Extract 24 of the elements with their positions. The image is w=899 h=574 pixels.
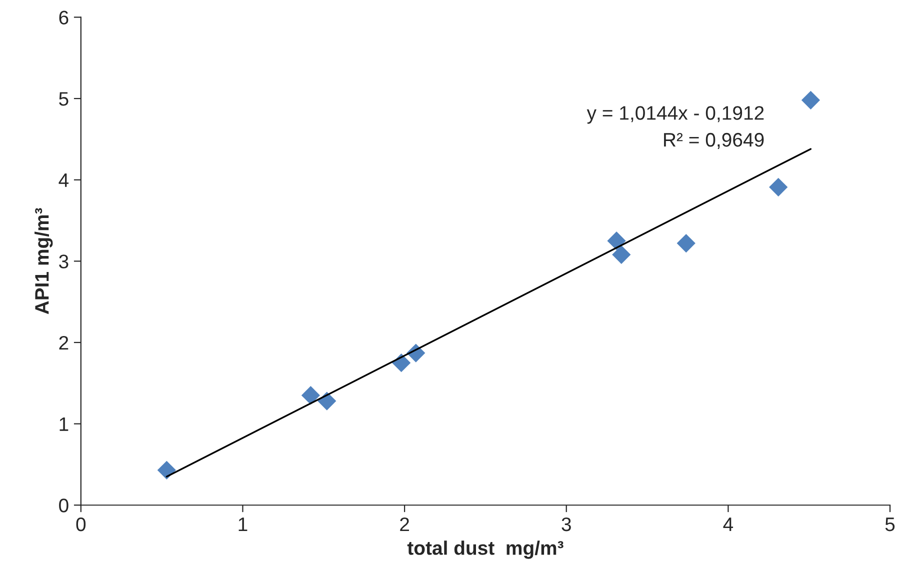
point xyxy=(769,178,788,196)
y-axis-title: API1 mg/m³ xyxy=(34,208,53,314)
x-tick-label: 5 xyxy=(885,518,895,532)
x-tick-label: 0 xyxy=(76,517,86,532)
y-tick-label: 5 xyxy=(59,92,68,106)
x-tick-label: 2 xyxy=(400,517,409,532)
y-tick-label: 0 xyxy=(59,498,68,512)
annotation: R² = 0,9649 xyxy=(664,132,764,149)
y-tick-label: 4 xyxy=(58,174,69,187)
y-tick-label: 1 xyxy=(60,417,68,431)
x-tick-label: 3 xyxy=(562,517,571,532)
x-tick-label: 1 xyxy=(238,518,248,532)
y-tick-label: 3 xyxy=(59,254,68,268)
x-axis-title: total dust mg/m³ xyxy=(407,540,564,559)
point xyxy=(801,90,820,110)
annotation: y = 1,0144x - 0,1912 xyxy=(586,106,764,124)
point xyxy=(157,460,176,480)
point xyxy=(676,234,696,253)
point xyxy=(301,386,320,405)
point xyxy=(612,245,631,264)
y-tick-label: 6 xyxy=(59,10,68,24)
x-tick-label: 4 xyxy=(723,518,734,532)
point xyxy=(607,232,626,250)
y-tick-label: 2 xyxy=(59,336,68,350)
